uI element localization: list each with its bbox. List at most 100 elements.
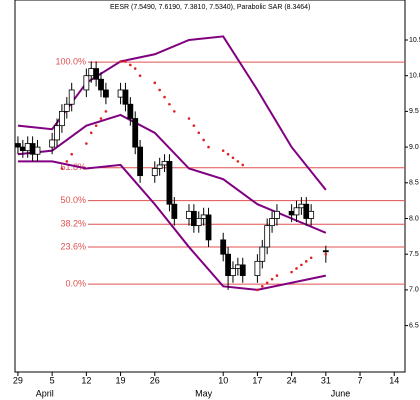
sar-dot [158, 88, 161, 92]
candle-body [117, 89, 124, 98]
x-tick-label: 26 [150, 375, 160, 385]
fib-label: 0.0% [65, 279, 86, 289]
sar-dot [202, 138, 205, 142]
sar-dot [153, 81, 157, 85]
candle-body [171, 203, 178, 219]
band-lower [17, 160, 327, 291]
candle-body [93, 68, 100, 80]
candle-body [225, 253, 231, 277]
sar-dot [192, 124, 196, 127]
y-tick-label: 10.5 [409, 37, 420, 44]
fib-label: 50.0% [60, 195, 86, 205]
sar-dot [138, 74, 142, 77]
candle-body [122, 89, 129, 105]
sar-dot [221, 149, 225, 152]
sar-dot [260, 285, 264, 288]
candle-body [156, 164, 163, 169]
sar-dot [89, 131, 93, 135]
y-tick-label: 6.5 [409, 322, 419, 329]
candle-body [254, 260, 261, 277]
y-tick-label: 8.0 [409, 215, 419, 222]
sar-dot [163, 95, 166, 99]
plot-frame [14, 0, 406, 373]
candle-body [298, 203, 305, 209]
candle-body [19, 146, 26, 152]
candle-body [220, 239, 227, 255]
sar-dot [231, 156, 235, 160]
candle-body [166, 160, 173, 205]
candle-body [83, 75, 90, 91]
sar-dot [70, 152, 73, 156]
sar-dot [60, 167, 64, 170]
sar-dot [99, 117, 103, 120]
sar-dot [241, 163, 245, 167]
candle-body [59, 110, 65, 127]
candle-body [103, 89, 109, 98]
candle-body [205, 214, 212, 241]
month-label: April [36, 388, 54, 398]
sar-dot [290, 270, 293, 274]
candle-body [98, 78, 104, 91]
chart-title: EESR (7.5490, 7.6190, 7.3810, 7.5340), P… [110, 4, 310, 11]
candle-body [161, 160, 168, 166]
sar-dot [85, 142, 88, 145]
candle-body [269, 218, 275, 227]
fib-label: 23.6% [60, 241, 86, 251]
sar-dot [236, 160, 240, 163]
candle-body [303, 203, 310, 219]
y-tick-label: 7.5 [409, 251, 419, 258]
x-tick-label: 19 [116, 375, 126, 385]
fib-label: 100.0% [55, 56, 86, 66]
x-tick-label: 7 [358, 375, 363, 385]
candle-body [288, 210, 295, 216]
sar-dot [173, 110, 176, 113]
y-tick-label: 9.0 [409, 144, 419, 151]
candle-body [68, 89, 75, 105]
candle-body [186, 210, 192, 219]
candle-body [63, 103, 70, 112]
sar-dot [265, 281, 269, 285]
sar-dot [207, 145, 210, 149]
sar-dot [94, 124, 98, 127]
candle-body [49, 139, 56, 148]
candle-body [29, 143, 36, 155]
month-label: May [195, 388, 213, 398]
sar-dot [256, 288, 259, 292]
candle-body [239, 264, 246, 277]
month-label: June [331, 388, 351, 398]
candle-body [137, 146, 144, 177]
candle-body [322, 250, 329, 253]
candle-body [274, 210, 280, 219]
x-tick-label: 12 [81, 375, 91, 385]
x-tick-label: 17 [252, 375, 262, 385]
sar-dot [187, 117, 191, 120]
candle-body [24, 143, 31, 152]
sar-dot [300, 263, 303, 267]
sar-dot [133, 67, 137, 70]
candle-body [230, 268, 236, 277]
sar-dot [129, 63, 132, 67]
x-tick-label: 14 [389, 375, 399, 385]
x-tick-label: 29 [13, 375, 23, 385]
fib-label: 61.8% [60, 162, 86, 172]
sar-dot [304, 260, 308, 263]
candle-body [200, 214, 207, 219]
candle-body [293, 207, 300, 216]
x-tick-label: 31 [321, 375, 331, 385]
candle-body [151, 168, 158, 177]
sar-dot [65, 160, 69, 163]
y-tick-label: 8.5 [409, 180, 419, 187]
sar-dot [324, 252, 328, 256]
y-tick-label: 10.0 [409, 73, 420, 80]
candle-body [15, 143, 21, 148]
y-tick-label: 9.5 [409, 108, 419, 115]
candle-body [264, 225, 271, 248]
candle-body [54, 125, 60, 141]
candle-body [195, 218, 202, 227]
sar-dot [197, 131, 201, 135]
sar-dot [168, 102, 171, 106]
candle-body [308, 210, 315, 219]
candle-body [190, 210, 197, 227]
candle-body [132, 118, 139, 148]
